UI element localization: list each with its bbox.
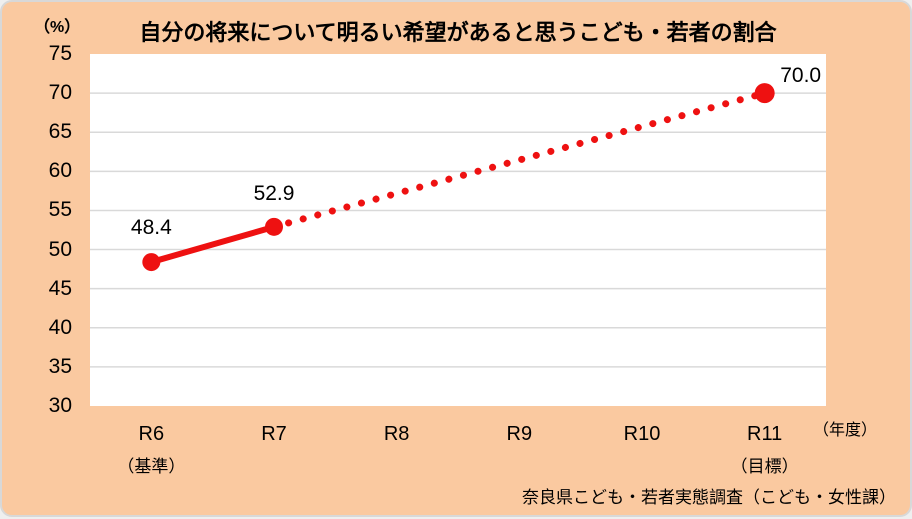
data-label-R7: 52.9 [214, 181, 334, 207]
x-tick-R11: R11 [705, 422, 825, 446]
x-tick-R10: R10 [582, 422, 702, 446]
data-point-marker-R6 [142, 253, 160, 271]
source-label: 奈良県こども・若者実態調査（こども・女性課） [296, 483, 896, 508]
y-tick-60: 60 [14, 158, 72, 184]
data-label-R6: 48.4 [91, 215, 211, 241]
y-tick-75: 75 [14, 41, 72, 67]
y-axis-unit-label: （%） [34, 13, 80, 37]
chart-title: 自分の将来について明るい希望があると思うこども・若者の割合 [90, 15, 826, 47]
x-tick-R9: R9 [459, 422, 579, 446]
data-point-marker-R7 [265, 218, 283, 236]
y-tick-65: 65 [14, 119, 72, 145]
x-tick-R8: R8 [337, 422, 457, 446]
x-tick-R7: R7 [214, 422, 334, 446]
y-tick-35: 35 [14, 354, 72, 380]
y-tick-45: 45 [14, 276, 72, 302]
y-tick-40: 40 [14, 315, 72, 341]
x-tick-R6: R6 [91, 422, 211, 446]
y-tick-70: 70 [14, 80, 72, 106]
x-sublabel-R6: （基準） [91, 456, 211, 478]
y-tick-50: 50 [14, 237, 72, 263]
y-tick-55: 55 [14, 197, 72, 223]
data-label-R11: 70.0 [741, 63, 861, 89]
x-sublabel-R11: （目標） [705, 456, 825, 478]
y-tick-30: 30 [14, 393, 72, 419]
